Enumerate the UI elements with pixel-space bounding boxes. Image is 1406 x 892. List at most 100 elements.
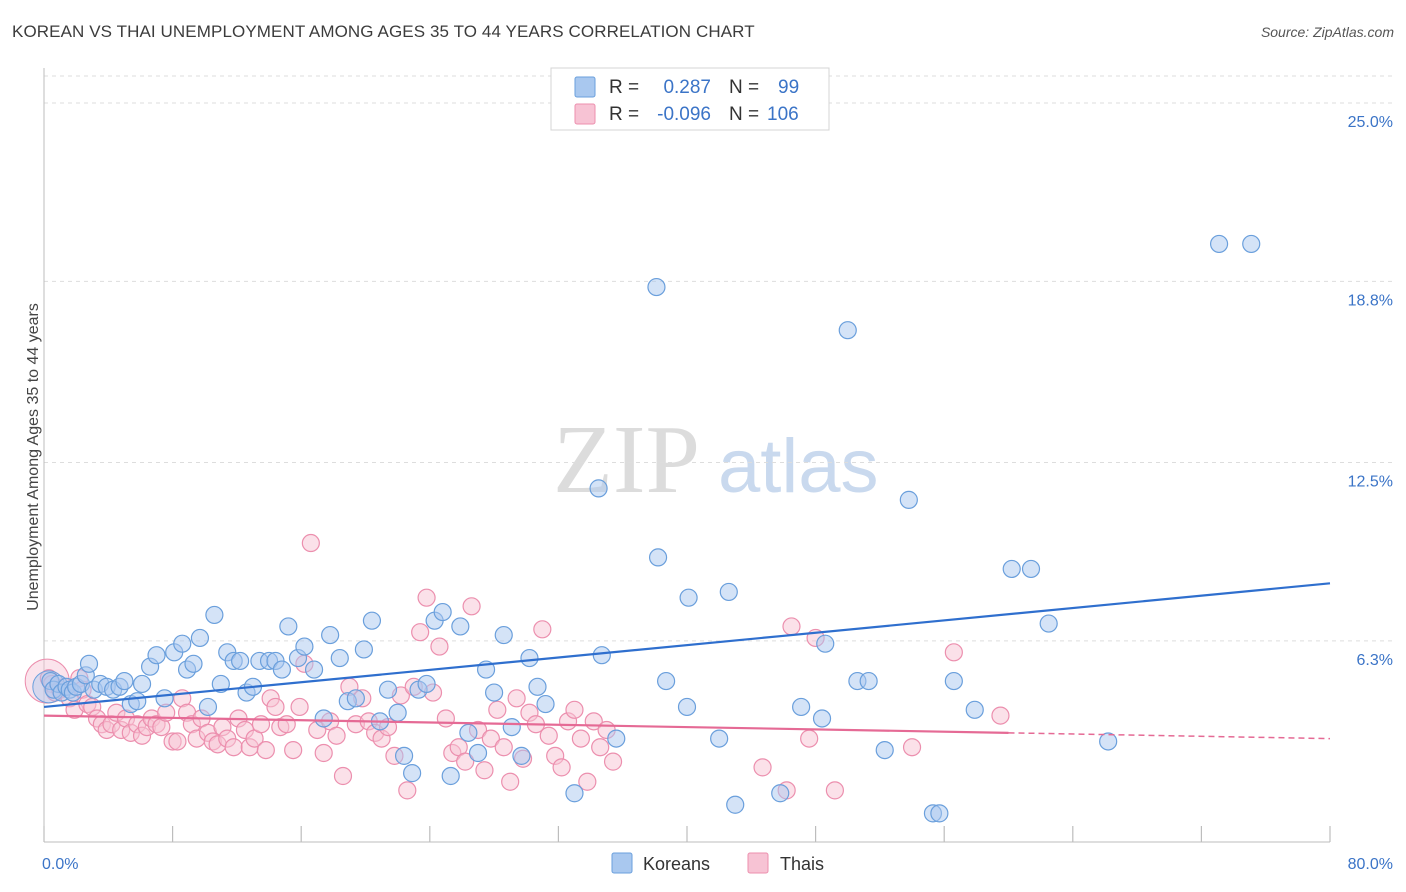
legend-swatch-thais bbox=[574, 103, 596, 125]
thais-point bbox=[224, 738, 243, 757]
thais-point bbox=[481, 729, 500, 748]
stats-legend: R = 0.287 N = 99 R = -0.096 N = 106 bbox=[550, 67, 830, 131]
thais-trend-line-extension bbox=[1008, 732, 1331, 740]
koreans-point bbox=[816, 634, 835, 653]
thais-point bbox=[266, 697, 285, 717]
thais-point bbox=[991, 706, 1010, 725]
koreans-point bbox=[314, 709, 333, 728]
thais-point bbox=[277, 715, 296, 734]
thais-point bbox=[475, 761, 494, 780]
thais-point bbox=[944, 643, 963, 662]
legend-r-value-thais: -0.096 bbox=[657, 104, 711, 125]
koreans-point bbox=[279, 617, 298, 636]
koreans-trend-line bbox=[43, 582, 1331, 709]
koreans-point bbox=[378, 680, 398, 699]
koreans-point bbox=[899, 490, 918, 509]
koreans-point bbox=[710, 729, 729, 748]
stats-legend-box bbox=[550, 67, 830, 131]
legend-r-label-koreans: R = bbox=[609, 77, 639, 98]
legend-n-value-thais: 106 bbox=[767, 104, 799, 125]
koreans-point bbox=[589, 479, 608, 498]
y-tick-label: 25.0% bbox=[1348, 114, 1393, 131]
thais-point bbox=[314, 743, 333, 763]
y-tick-labels: 6.3% 12.5% 18.8% 25.0% bbox=[1348, 114, 1393, 669]
koreans-point bbox=[79, 654, 99, 673]
koreans-point bbox=[528, 677, 547, 696]
y-tick-label: 12.5% bbox=[1348, 474, 1393, 491]
series-legend-swatch-koreans bbox=[611, 852, 633, 874]
koreans-point bbox=[388, 703, 407, 722]
watermark: ZIP atlas bbox=[553, 406, 879, 514]
koreans-point bbox=[354, 640, 373, 659]
thais-point bbox=[565, 700, 584, 719]
thais-point bbox=[800, 729, 819, 748]
koreans-point bbox=[536, 694, 555, 714]
koreans-point bbox=[403, 764, 422, 783]
thais-point bbox=[301, 533, 320, 553]
chart-source: Source: ZipAtlas.com bbox=[1260, 24, 1394, 40]
koreans-point bbox=[1099, 732, 1118, 751]
thais-point bbox=[411, 623, 430, 642]
y-axis-title: Unemployment Among Ages 35 to 44 years bbox=[25, 303, 42, 611]
thais-point bbox=[825, 781, 844, 800]
thais-point bbox=[571, 729, 591, 748]
x-tick-label-min: 0.0% bbox=[42, 856, 78, 873]
koreans-point bbox=[677, 697, 697, 717]
thais-point bbox=[290, 697, 309, 717]
legend-r-label-thais: R = bbox=[609, 104, 639, 125]
koreans-point bbox=[184, 654, 203, 673]
koreans-point bbox=[502, 717, 521, 737]
koreans-point bbox=[1002, 559, 1021, 579]
koreans-point bbox=[451, 617, 470, 636]
series-legend: Koreans Thais bbox=[611, 852, 824, 874]
koreans-point bbox=[417, 674, 436, 694]
koreans-point bbox=[647, 277, 666, 297]
koreans-point bbox=[231, 651, 250, 671]
thais-trend-line bbox=[43, 714, 1009, 734]
koreans-point bbox=[147, 646, 166, 665]
koreans-point bbox=[362, 611, 382, 630]
koreans-point bbox=[592, 646, 611, 665]
watermark-atlas: atlas bbox=[718, 424, 879, 509]
thais-point bbox=[501, 772, 520, 791]
koreans-point bbox=[433, 602, 452, 622]
thais-point bbox=[494, 738, 513, 757]
thais-point bbox=[430, 637, 449, 656]
thais-point bbox=[578, 772, 597, 791]
series-legend-swatch-thais bbox=[747, 852, 769, 874]
koreans-point bbox=[812, 709, 832, 728]
thais-point bbox=[436, 709, 455, 728]
koreans-point bbox=[394, 746, 414, 765]
koreans-point bbox=[679, 588, 698, 607]
koreans-point bbox=[657, 671, 676, 691]
chart-title: KOREAN VS THAI UNEMPLOYMENT AMONG AGES 3… bbox=[12, 22, 755, 41]
watermark-zip: ZIP bbox=[553, 406, 700, 514]
thais-point bbox=[552, 758, 571, 777]
koreans-point bbox=[726, 795, 745, 814]
thais-point bbox=[417, 588, 436, 607]
thais-point bbox=[284, 741, 303, 760]
koreans-point bbox=[132, 674, 152, 694]
koreans-point bbox=[648, 548, 668, 567]
series-legend-label-thais: Thais bbox=[780, 854, 824, 874]
thais-point bbox=[327, 726, 346, 745]
thais-point bbox=[256, 741, 275, 760]
gridlines bbox=[44, 75, 1392, 642]
koreans-point bbox=[485, 683, 504, 702]
thais-point bbox=[902, 738, 922, 757]
koreans-point bbox=[565, 784, 584, 803]
legend-n-value-koreans: 99 bbox=[778, 77, 799, 98]
koreans-point bbox=[155, 689, 174, 708]
koreans-point bbox=[173, 634, 192, 653]
koreans-point bbox=[607, 729, 626, 748]
koreans-point bbox=[330, 648, 349, 668]
thais-point bbox=[488, 700, 507, 719]
koreans-point bbox=[875, 741, 894, 760]
thais-point bbox=[333, 766, 353, 786]
koreans-point bbox=[198, 697, 218, 717]
legend-n-label-koreans: N = bbox=[729, 77, 759, 98]
x-tick-labels: 0.0% 80.0% bbox=[42, 856, 1393, 873]
koreans-point bbox=[965, 700, 984, 719]
koreans-point bbox=[1039, 614, 1058, 633]
